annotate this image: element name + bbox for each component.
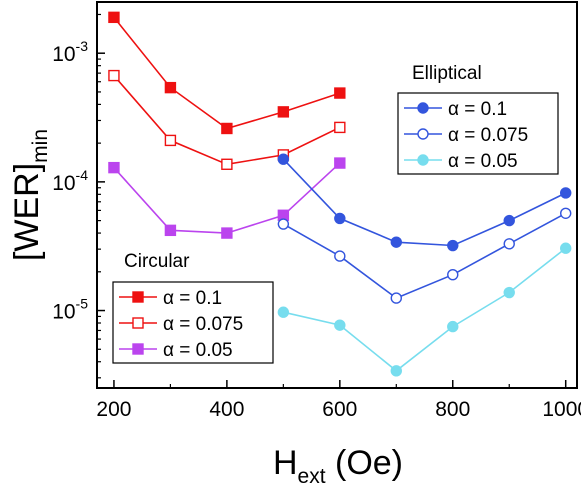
circular-series-1-line [113, 75, 341, 166]
circular-series-2-point [221, 227, 233, 239]
legend-elliptical-title: Elliptical [412, 63, 482, 84]
x-axis-title-sub: ext [298, 465, 326, 488]
y-axis-title-sub: min [29, 129, 52, 163]
elliptical-series-4-point [560, 207, 572, 219]
y-axis-title-main: [WER] [8, 163, 46, 261]
circular-series-0-point [108, 11, 120, 24]
plot-frame [96, 1, 578, 389]
legend-circular-title: Circular [124, 251, 190, 272]
elliptical-series-3-point [390, 236, 402, 248]
legend-circular-label: α = 0.1 [163, 288, 222, 309]
y-axis-title: [WER]min [8, 129, 52, 261]
circular-series-2-point [334, 157, 346, 169]
elliptical-series-3-point [560, 187, 572, 199]
legend-elliptical-label: α = 0.05 [448, 151, 518, 172]
elliptical-series-5-point [390, 365, 402, 377]
x-axis-title: Hext (Oe) [273, 444, 403, 488]
circular-series-1-point [108, 69, 120, 82]
elliptical-series-4-point [277, 218, 290, 230]
legend-elliptical-marker [417, 102, 429, 114]
x-tick-label: 1000 [542, 398, 581, 421]
elliptical-series-5-line [283, 247, 567, 372]
legend-elliptical-label: α = 0.075 [448, 125, 528, 146]
elliptical-series-5-point [334, 319, 346, 331]
elliptical-series-3-point [334, 212, 346, 225]
circular-series-0-point [164, 81, 177, 94]
legend-circular-marker [132, 343, 144, 355]
elliptical-series-5-point [447, 320, 459, 333]
circular-series-0-point [334, 87, 346, 99]
y-tick-label: 10-5 [52, 296, 88, 324]
circular-series-2-line [113, 162, 341, 234]
legend-elliptical-label: α = 0.1 [448, 99, 507, 120]
legend-elliptical-marker [417, 128, 429, 140]
x-tick-label: 800 [435, 398, 470, 421]
x-tick-label: 400 [209, 398, 244, 421]
legend-circular-label: α = 0.075 [163, 314, 243, 335]
circular-series-2-point [108, 161, 120, 174]
elliptical-series-5-point [560, 242, 572, 254]
x-axis-title-main: H [273, 444, 298, 482]
elliptical-series-4-point [447, 268, 459, 281]
legend-elliptical-marker [417, 154, 429, 166]
legend-circular-marker [132, 317, 144, 329]
circular-series-0-point [277, 106, 290, 118]
circular-series-1-point [334, 121, 346, 134]
circular-series-1-point [221, 158, 233, 170]
series-markers [108, 11, 572, 377]
legend-circular-label: α = 0.05 [163, 340, 233, 361]
elliptical-series-4-line [283, 212, 567, 300]
elliptical-series-3-point [503, 214, 515, 227]
x-axis-title-unit: (Oe) [326, 444, 403, 482]
y-tick-label: 10-3 [52, 38, 88, 66]
elliptical-series-3-point [277, 153, 290, 165]
legend-circular: Circular α = 0.1 α = 0.075 α = 0.05 [112, 251, 274, 364]
circular-series-1-point [164, 134, 177, 147]
elliptical-series-5-point [503, 286, 515, 299]
circular-series-2-point [164, 224, 177, 237]
legend-elliptical: Elliptical α = 0.1 α = 0.075 α = 0.05 [397, 63, 559, 175]
circular-series-0-point [221, 122, 233, 135]
circular-series-0-line [113, 16, 341, 130]
elliptical-series-3-line [282, 158, 567, 247]
legend-circular-marker [132, 291, 144, 303]
x-tick-label: 600 [322, 398, 357, 421]
elliptical-series-4-point [503, 238, 515, 250]
axis-ticks: 200 400 600 800 1000 10-5 10-4 10-3 [52, 13, 581, 421]
elliptical-series-4-point [390, 292, 402, 304]
elliptical-series-3-point [447, 239, 459, 252]
x-tick-label: 200 [96, 398, 131, 421]
elliptical-series-5-point [277, 306, 290, 318]
elliptical-series-4-point [334, 250, 346, 262]
y-tick-label: 10-4 [52, 167, 88, 195]
